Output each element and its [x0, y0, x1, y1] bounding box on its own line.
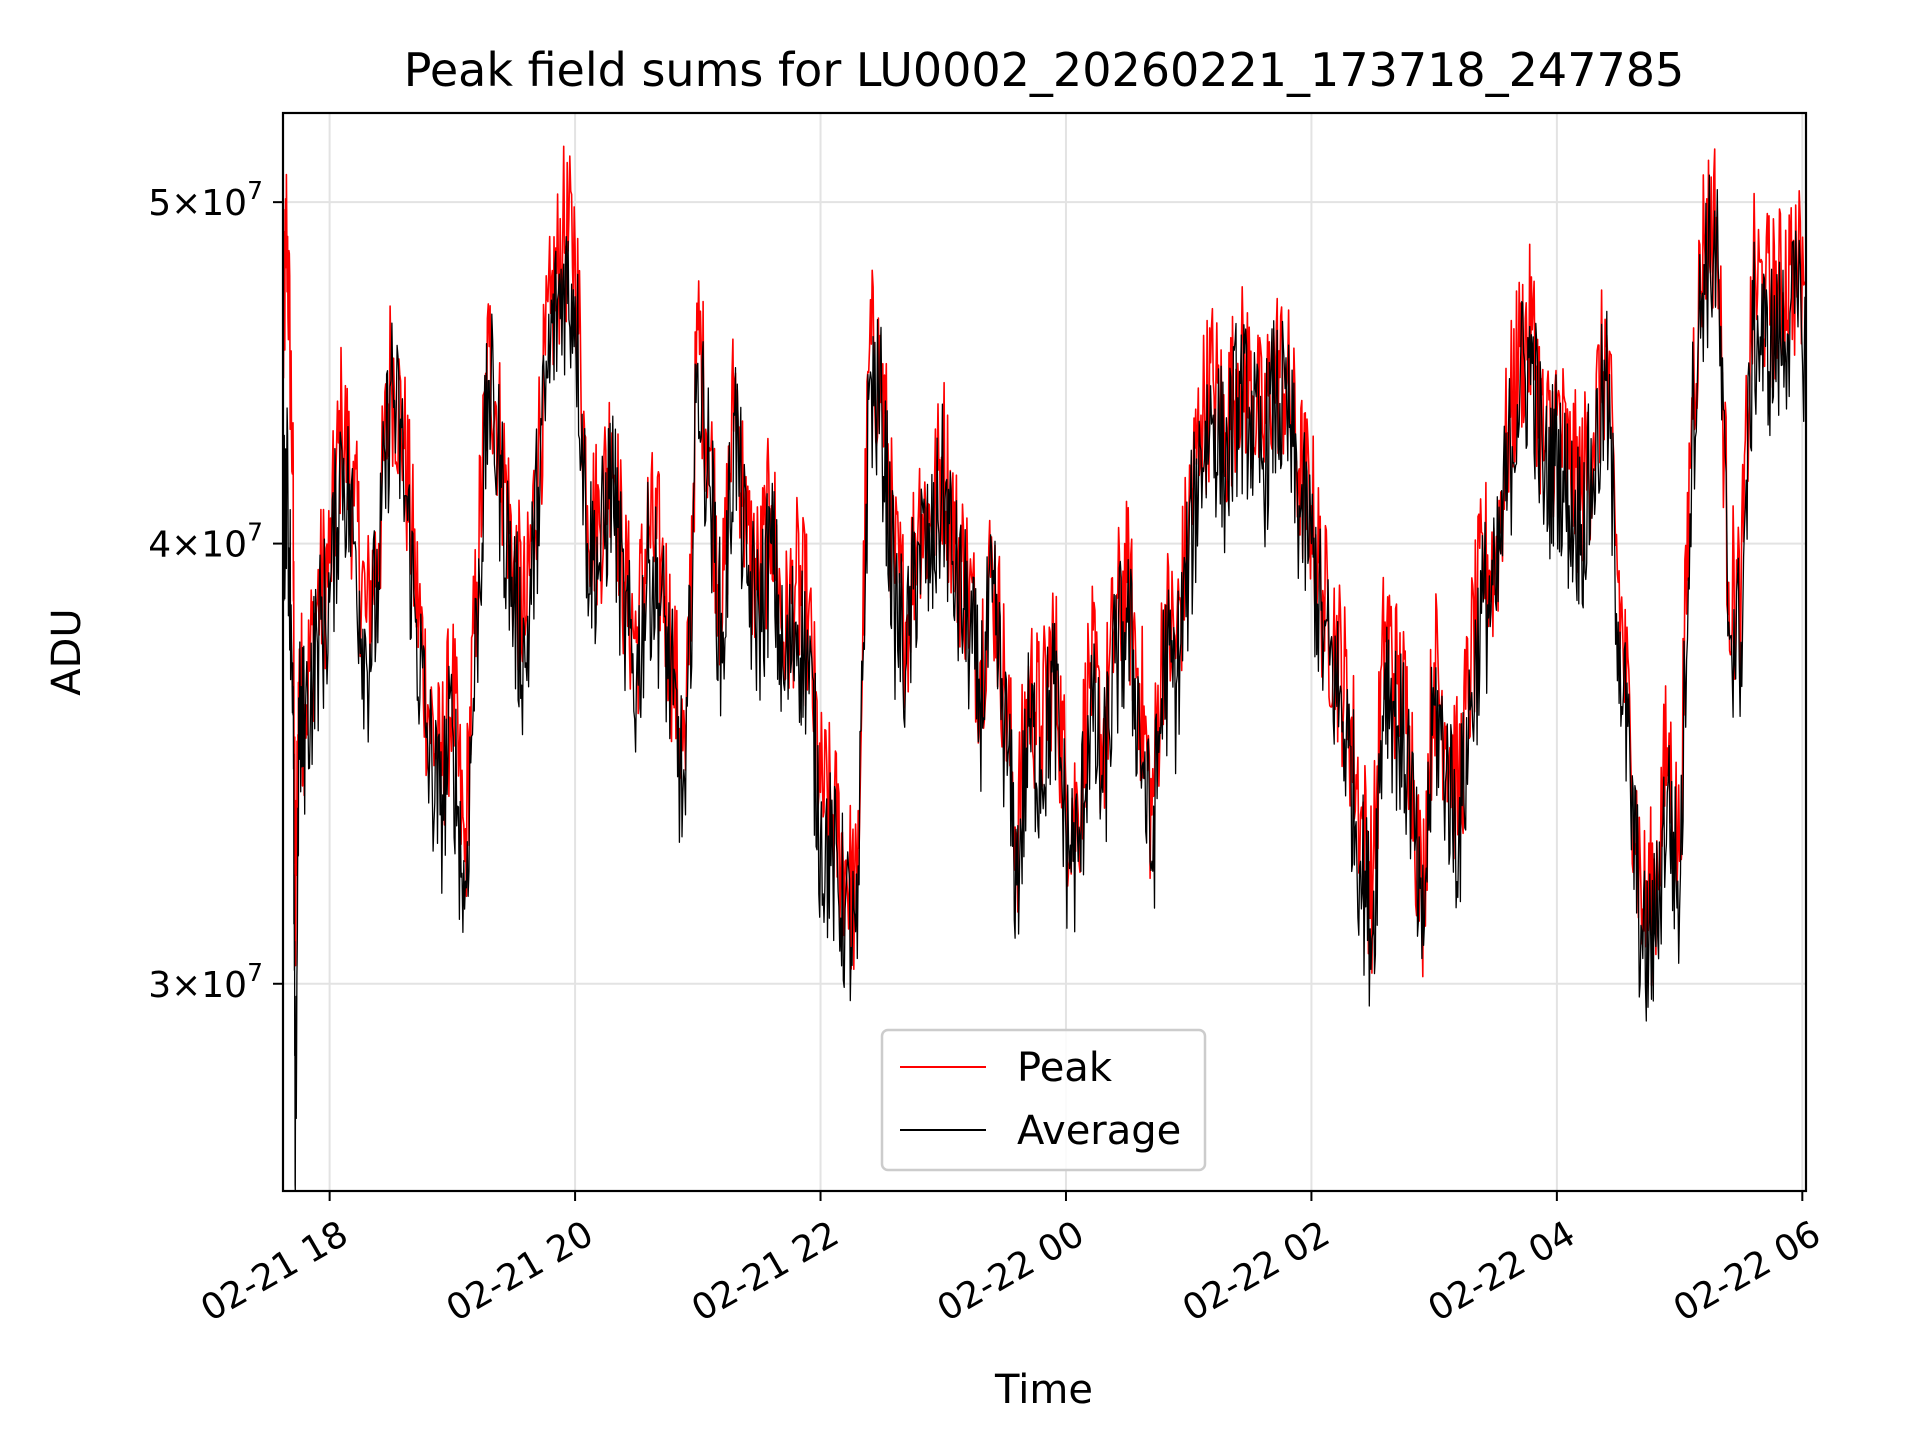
y-tick-label: 5×107: [148, 176, 263, 224]
x-axis-label: Time: [994, 1367, 1093, 1413]
legend: Peak Average: [880, 1028, 1207, 1172]
y-tick-label: 4×107: [148, 518, 263, 566]
series-line-average: [283, 174, 1806, 1191]
legend-label-average: Average: [1017, 1108, 1181, 1154]
y-ticks: 3×107 4×107 5×107: [148, 176, 283, 1006]
y-tick-label: 3×107: [148, 958, 263, 1006]
series-layer: [283, 145, 1806, 1191]
plot-frame: [281, 111, 1808, 1193]
chart-title: Peak field sums for LU0002_20260221_1737…: [404, 43, 1685, 97]
y-axis-label: ADU: [44, 608, 90, 695]
legend-label-peak: Peak: [1017, 1045, 1113, 1091]
legend-box: [880, 1028, 1207, 1172]
